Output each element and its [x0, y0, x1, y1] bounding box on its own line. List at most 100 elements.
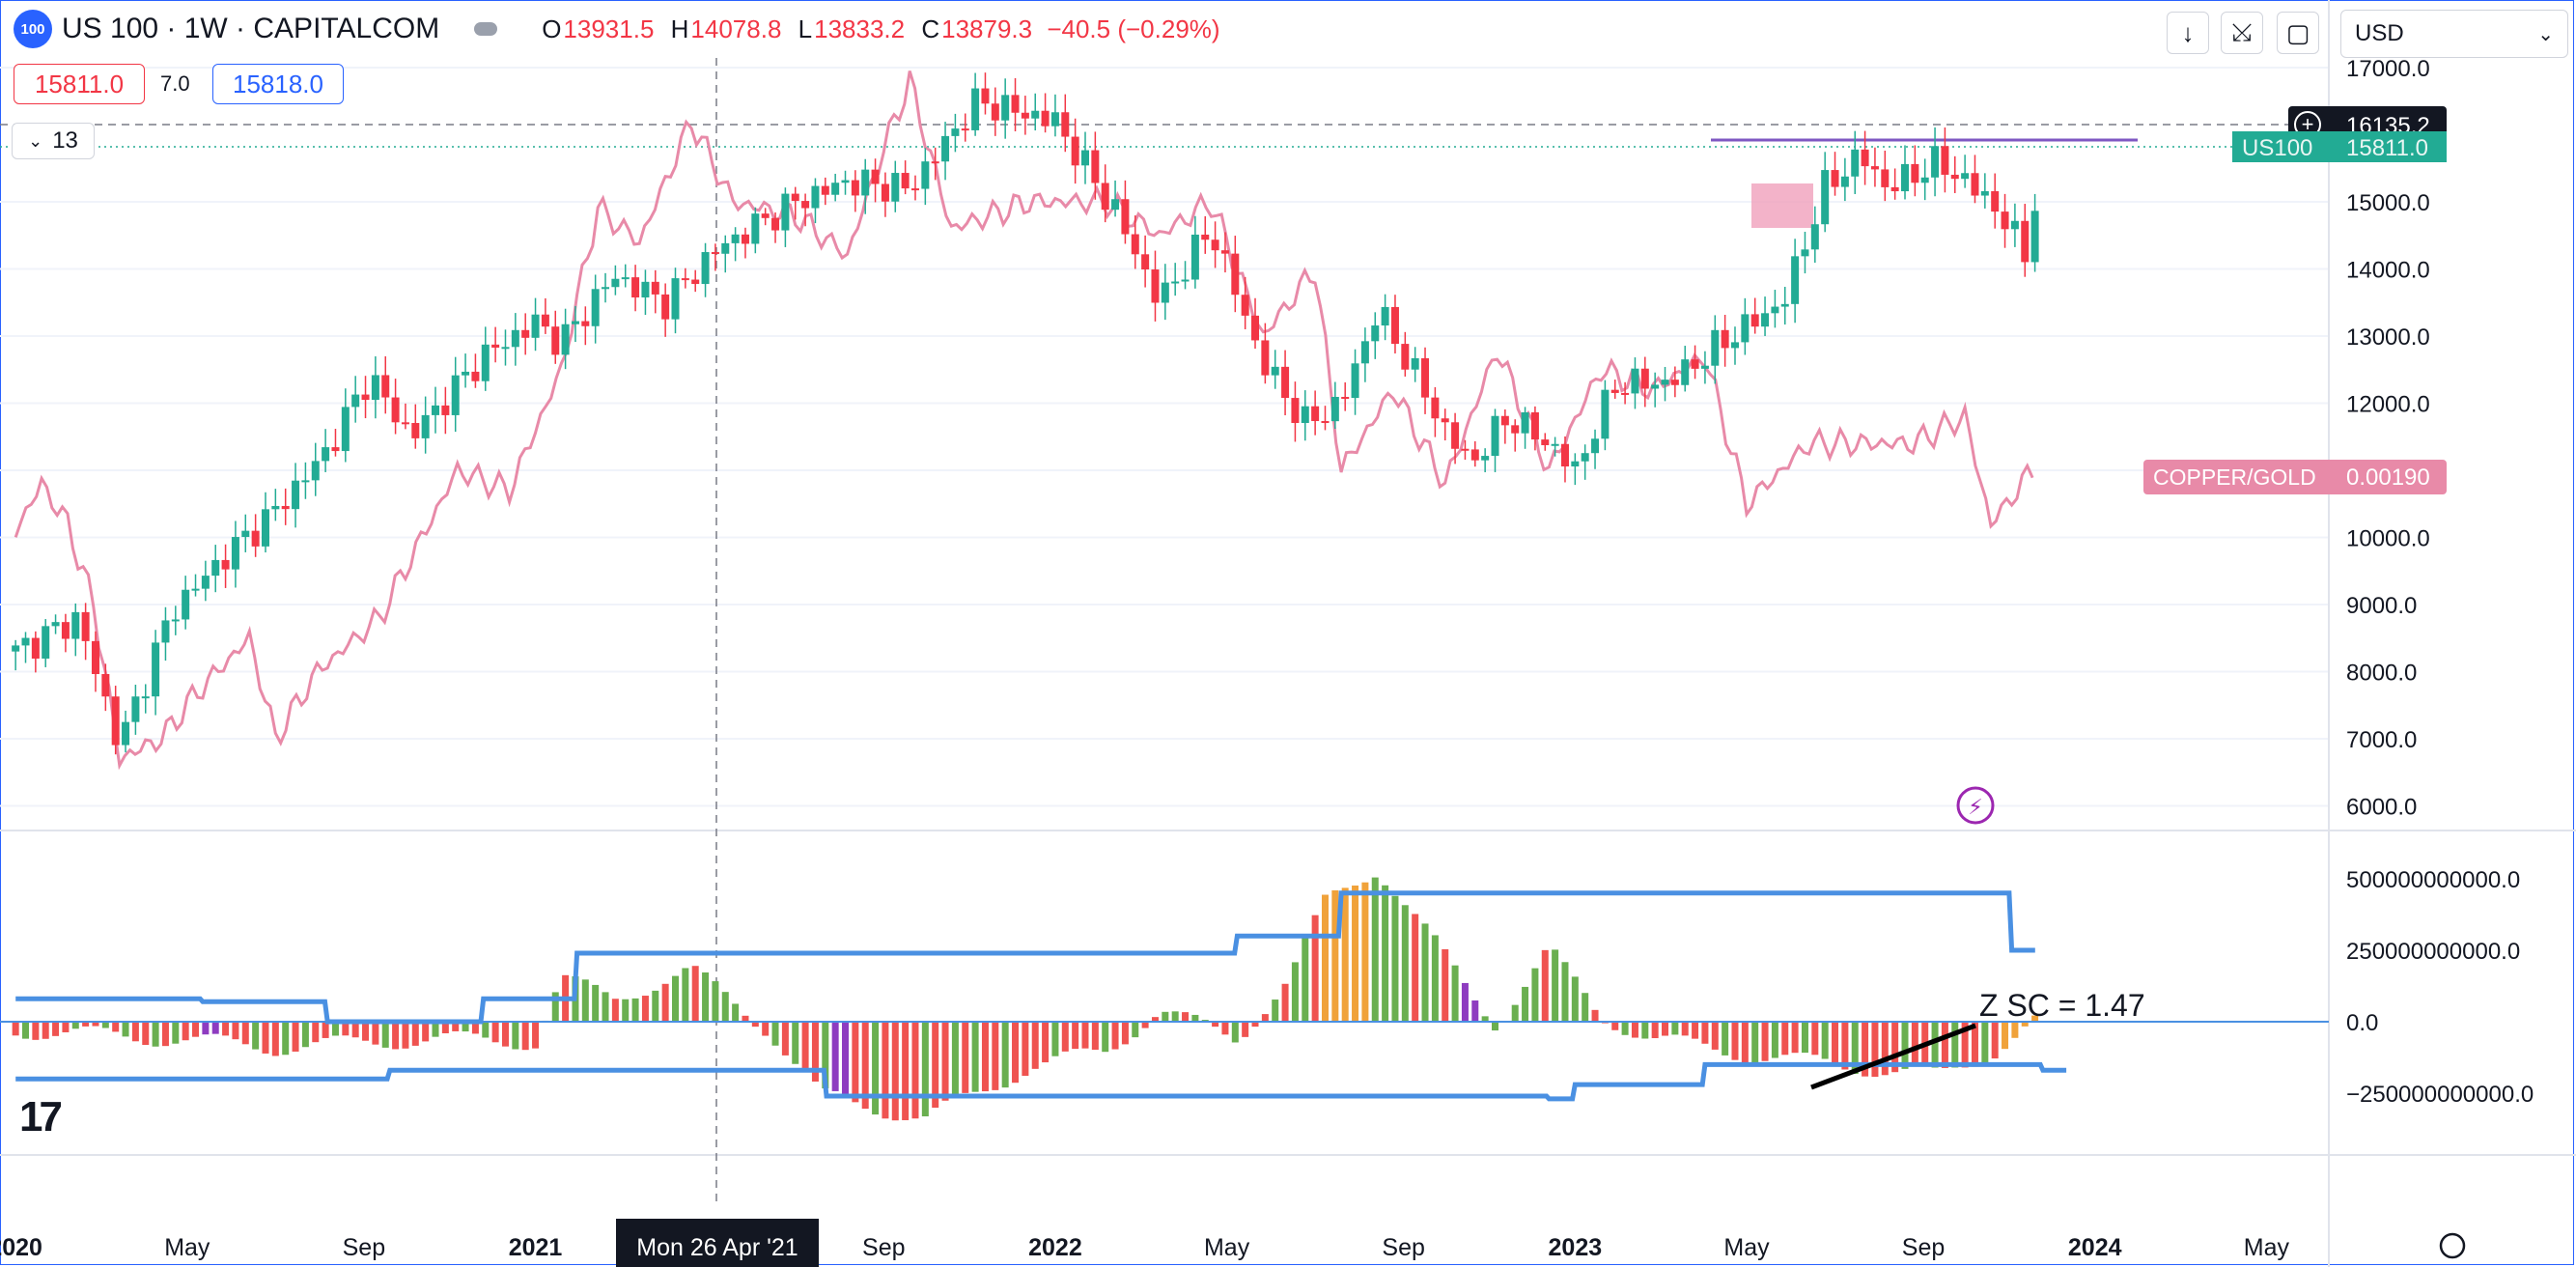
histogram-bar — [1442, 948, 1449, 1022]
candle-body — [391, 397, 400, 423]
histogram-bar — [211, 1022, 219, 1034]
histogram-bar — [271, 1022, 279, 1056]
candle-body — [341, 407, 350, 452]
candle-body — [322, 447, 330, 462]
candle-body — [791, 193, 799, 202]
candle-body — [671, 278, 680, 320]
histogram-bar — [301, 1022, 309, 1048]
candle-body — [501, 347, 510, 350]
chevron-down-icon: ⌄ — [2537, 23, 2554, 45]
candle-body — [841, 180, 850, 183]
candle-body — [961, 128, 969, 131]
histogram-bar — [641, 996, 649, 1022]
candles — [12, 72, 2039, 755]
histogram-bar — [1561, 962, 1569, 1022]
candle-body — [901, 173, 910, 189]
histogram-bar — [432, 1022, 439, 1037]
candle-body — [301, 480, 310, 483]
last-price-box — [2232, 131, 2447, 162]
arrow-down-icon[interactable]: ↓ — [2167, 12, 2209, 54]
time-tick-label: 2021 — [509, 1234, 563, 1261]
fullscreen-icon[interactable]: ▢ — [2277, 12, 2319, 54]
candle-body — [1610, 389, 1619, 393]
candle-body — [811, 185, 820, 209]
candle-body — [182, 589, 190, 620]
histogram-bar — [622, 999, 630, 1022]
last-price-label: 15811.0 — [2346, 135, 2428, 161]
histogram-bar — [1522, 986, 1529, 1022]
open-value: 13931.5 — [563, 14, 655, 43]
candle-body — [1551, 443, 1559, 446]
candle-body — [1101, 183, 1109, 211]
currency-select[interactable]: USD ⌄ — [2340, 10, 2568, 58]
candle-body — [331, 447, 340, 452]
candle-body — [1401, 344, 1410, 370]
buy-button[interactable]: 15818.0 — [212, 64, 344, 104]
symbol-title[interactable]: US 100 · 1W · CAPITALCOM — [62, 13, 440, 44]
time-tick-label: May — [1723, 1234, 1770, 1261]
candle-body — [1541, 439, 1550, 445]
high-value: 14078.8 — [690, 14, 782, 43]
histogram-bar — [1941, 1022, 1948, 1068]
candle-body — [881, 183, 889, 202]
candle-body — [1241, 295, 1249, 316]
candle-body — [2030, 211, 2039, 263]
collapse-arrows-icon[interactable]: ⤩ — [2221, 12, 2263, 54]
candle-body — [1261, 340, 1270, 376]
histogram-bar — [811, 1022, 819, 1082]
histogram-bar — [992, 1022, 999, 1090]
candle-body — [1251, 315, 1260, 341]
candle-body — [1201, 234, 1210, 240]
oscillator-tick-label: 250000000000.0 — [2346, 939, 2520, 965]
sell-button[interactable]: 15811.0 — [14, 64, 145, 104]
indicators-toggle[interactable]: ⌄ 13 — [12, 123, 95, 159]
histogram-bar — [671, 975, 679, 1022]
price-tick-label: 12000.0 — [2346, 392, 2430, 418]
candle-body — [311, 461, 320, 481]
candle-body — [711, 252, 719, 255]
histogram-bar — [1741, 1022, 1749, 1063]
candle-body — [371, 375, 379, 401]
candle-body — [1381, 306, 1389, 326]
candle-body — [1791, 256, 1800, 304]
histogram-bar — [182, 1022, 189, 1041]
histogram-bar — [1722, 1022, 1729, 1056]
candle-body — [1441, 418, 1449, 423]
time-tick-label: 2023 — [1549, 1234, 1603, 1261]
histogram-bar — [411, 1022, 419, 1046]
candle-body — [1560, 443, 1569, 467]
candle-body — [491, 344, 500, 348]
candle-body — [1840, 176, 1849, 187]
candle-body — [1681, 359, 1690, 385]
candle-body — [1670, 380, 1679, 385]
histogram-bar — [362, 1022, 370, 1041]
candle-body — [1870, 166, 1879, 170]
histogram-bar — [891, 1022, 899, 1121]
histogram-bar — [1162, 1011, 1169, 1022]
histogram-bar — [471, 1022, 479, 1034]
candle-body — [1211, 239, 1219, 251]
candle-body — [621, 277, 630, 280]
candle-body — [1281, 366, 1290, 399]
candle-body — [1911, 163, 1919, 183]
histogram-bar — [172, 1022, 180, 1044]
candle-body — [721, 242, 730, 254]
candle-body — [351, 394, 360, 408]
histogram-bar — [1851, 1022, 1859, 1075]
histogram-bar — [1132, 1022, 1139, 1038]
histogram-bar — [1061, 1022, 1069, 1052]
histogram-bar — [1701, 1022, 1709, 1044]
candle-body — [991, 103, 999, 121]
candle-body — [1171, 281, 1180, 284]
candle-body — [851, 180, 859, 196]
histogram-bar — [1311, 915, 1319, 1022]
histogram-bar — [1981, 1022, 1989, 1065]
oscillator-tick-label: −250000000000.0 — [2346, 1082, 2534, 1108]
more-icon[interactable] — [474, 22, 498, 36]
candle-body — [1011, 95, 1020, 113]
candle-body — [1920, 177, 1929, 183]
histogram-bar — [1511, 1004, 1519, 1022]
histogram-bar — [342, 1022, 350, 1036]
